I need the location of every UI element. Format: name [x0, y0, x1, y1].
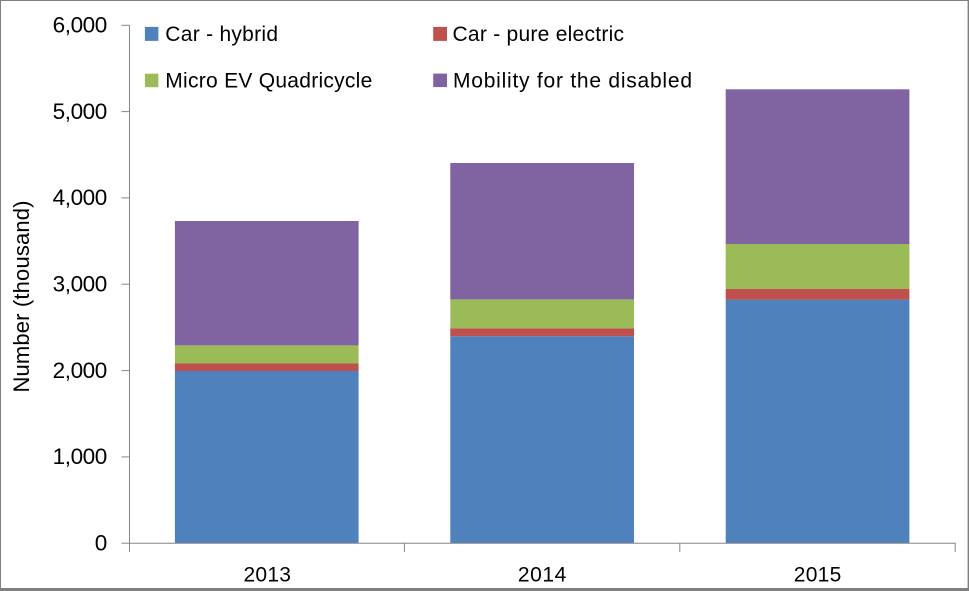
svg-text:2015: 2015 — [794, 564, 842, 587]
svg-text:3,000: 3,000 — [53, 271, 108, 296]
svg-text:Mobility for the disabled: Mobility for the disabled — [453, 70, 692, 93]
svg-text:5,000: 5,000 — [53, 99, 108, 124]
svg-text:2014: 2014 — [518, 564, 567, 587]
svg-text:0: 0 — [95, 530, 108, 555]
svg-text:Car - pure electric: Car - pure electric — [453, 23, 625, 46]
svg-text:2,000: 2,000 — [53, 358, 108, 383]
svg-text:6,000: 6,000 — [53, 13, 108, 38]
svg-text:Car - hybrid: Car - hybrid — [165, 23, 278, 46]
svg-text:Micro EV Quadricycle: Micro EV Quadricycle — [165, 70, 372, 93]
svg-text:2013: 2013 — [243, 564, 291, 587]
svg-text:1,000: 1,000 — [53, 444, 108, 469]
svg-text:4,000: 4,000 — [53, 185, 108, 210]
svg-text:Number (thousand): Number (thousand) — [9, 201, 34, 393]
